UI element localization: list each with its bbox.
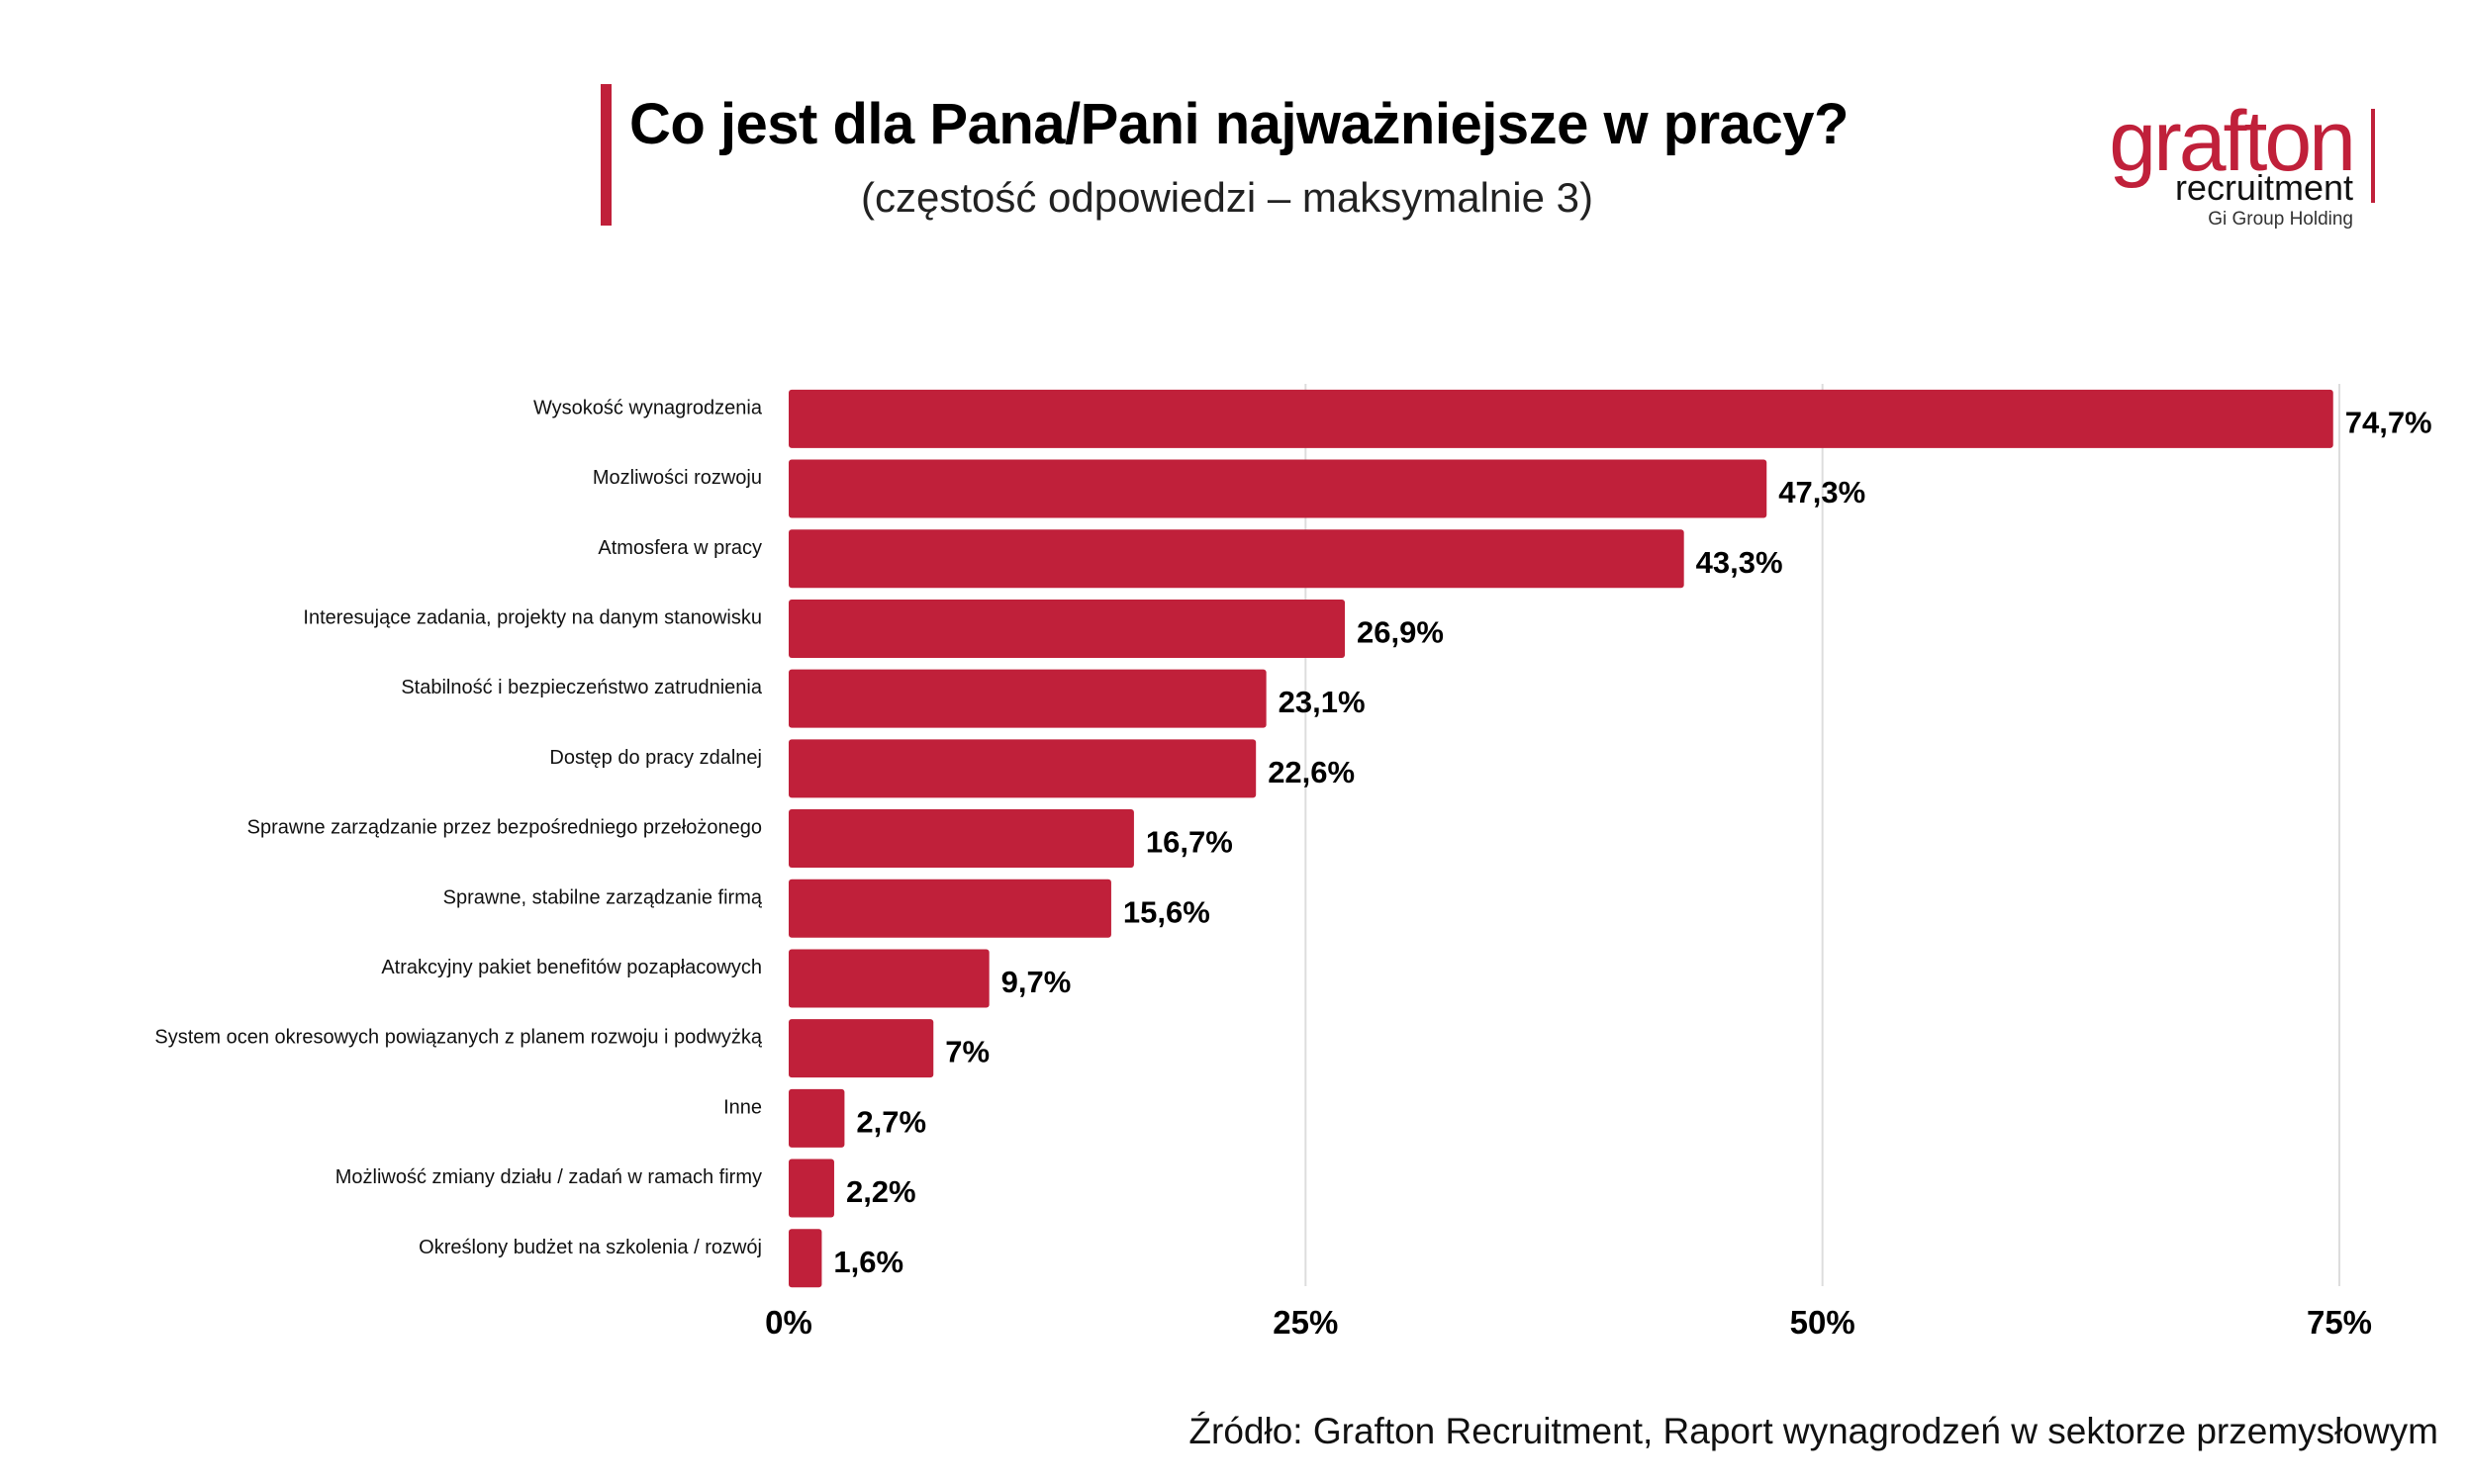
category-label: Atmosfera w pracy xyxy=(598,537,762,559)
value-label: 47,3% xyxy=(1778,475,1865,510)
bar xyxy=(789,389,2333,448)
category-label: Dostęp do pracy zdalnej xyxy=(549,747,762,769)
value-label: 43,3% xyxy=(1696,545,1783,580)
category-label: Interesujące zadania, projekty na danym … xyxy=(303,606,762,628)
category-label: Inne xyxy=(723,1096,762,1118)
x-tick-label: 25% xyxy=(1273,1304,1338,1341)
bar xyxy=(789,529,1684,589)
category-label: Sprawne, stabilne zarządzanie firmą xyxy=(443,886,763,908)
bar xyxy=(789,879,1111,938)
bar-chart: 0% 25% 50% 75% Wysokość wynagrodzenia 74,7% Mo… xyxy=(154,384,2432,1341)
value-label: 1,6% xyxy=(833,1245,903,1279)
logo-brand: grafton xyxy=(2109,94,2356,189)
bar xyxy=(789,809,1134,869)
bar xyxy=(789,1019,934,1078)
logo-sub: recruitment xyxy=(2174,167,2353,208)
value-label: 15,6% xyxy=(1123,894,1210,929)
bar xyxy=(789,669,1267,728)
category-label: Atrakcyjny pakiet benefitów pozapłacowyc… xyxy=(381,957,762,978)
bar xyxy=(789,599,1346,658)
category-label: Określony budżet na szkolenia / rozwój xyxy=(419,1237,762,1258)
bar xyxy=(789,949,990,1008)
x-tick-label: 50% xyxy=(1790,1304,1855,1341)
chart-subtitle: (częstość odpowiedzi – maksymalnie 3) xyxy=(861,174,1593,221)
value-label: 23,1% xyxy=(1279,685,1366,719)
category-label: System ocen okresowych powiązanych z pla… xyxy=(154,1027,762,1049)
category-label: Możliwość zmiany działu / zadań w ramach… xyxy=(335,1166,762,1188)
value-label: 9,7% xyxy=(1001,965,1072,999)
bar xyxy=(789,1229,822,1288)
bar xyxy=(789,1159,834,1218)
grafton-logo: grafton recruitment Gi Group Holding xyxy=(2078,99,2375,237)
value-label: 26,9% xyxy=(1357,614,1444,649)
category-label: Mozliwości rozwoju xyxy=(593,467,762,489)
logo-group: Gi Group Holding xyxy=(2208,209,2353,230)
bar xyxy=(789,1088,845,1148)
category-label: Wysokość wynagrodzenia xyxy=(533,397,763,418)
title-accent-bar xyxy=(601,84,612,226)
chart-title: Co jest dla Pana/Pani najważniejsze w pr… xyxy=(629,92,1849,156)
value-label: 22,6% xyxy=(1268,755,1355,789)
category-label: Stabilność i bezpieczeństwo zatrudnienia xyxy=(401,677,763,698)
source-note: Źródło: Grafton Recruitment, Raport wyna… xyxy=(1188,1411,2438,1451)
value-label: 2,2% xyxy=(846,1174,916,1209)
x-tick-label: 0% xyxy=(765,1304,812,1341)
x-tick-label: 75% xyxy=(2307,1304,2372,1341)
value-label: 2,7% xyxy=(856,1104,926,1139)
value-label: 74,7% xyxy=(2345,405,2432,439)
category-label: Sprawne zarządzanie przez bezpośredniego… xyxy=(247,817,762,839)
value-label: 7% xyxy=(945,1035,990,1069)
bar xyxy=(789,459,1767,518)
logo-divider xyxy=(2371,109,2375,203)
value-label: 16,7% xyxy=(1146,825,1233,860)
bar xyxy=(789,739,1257,798)
